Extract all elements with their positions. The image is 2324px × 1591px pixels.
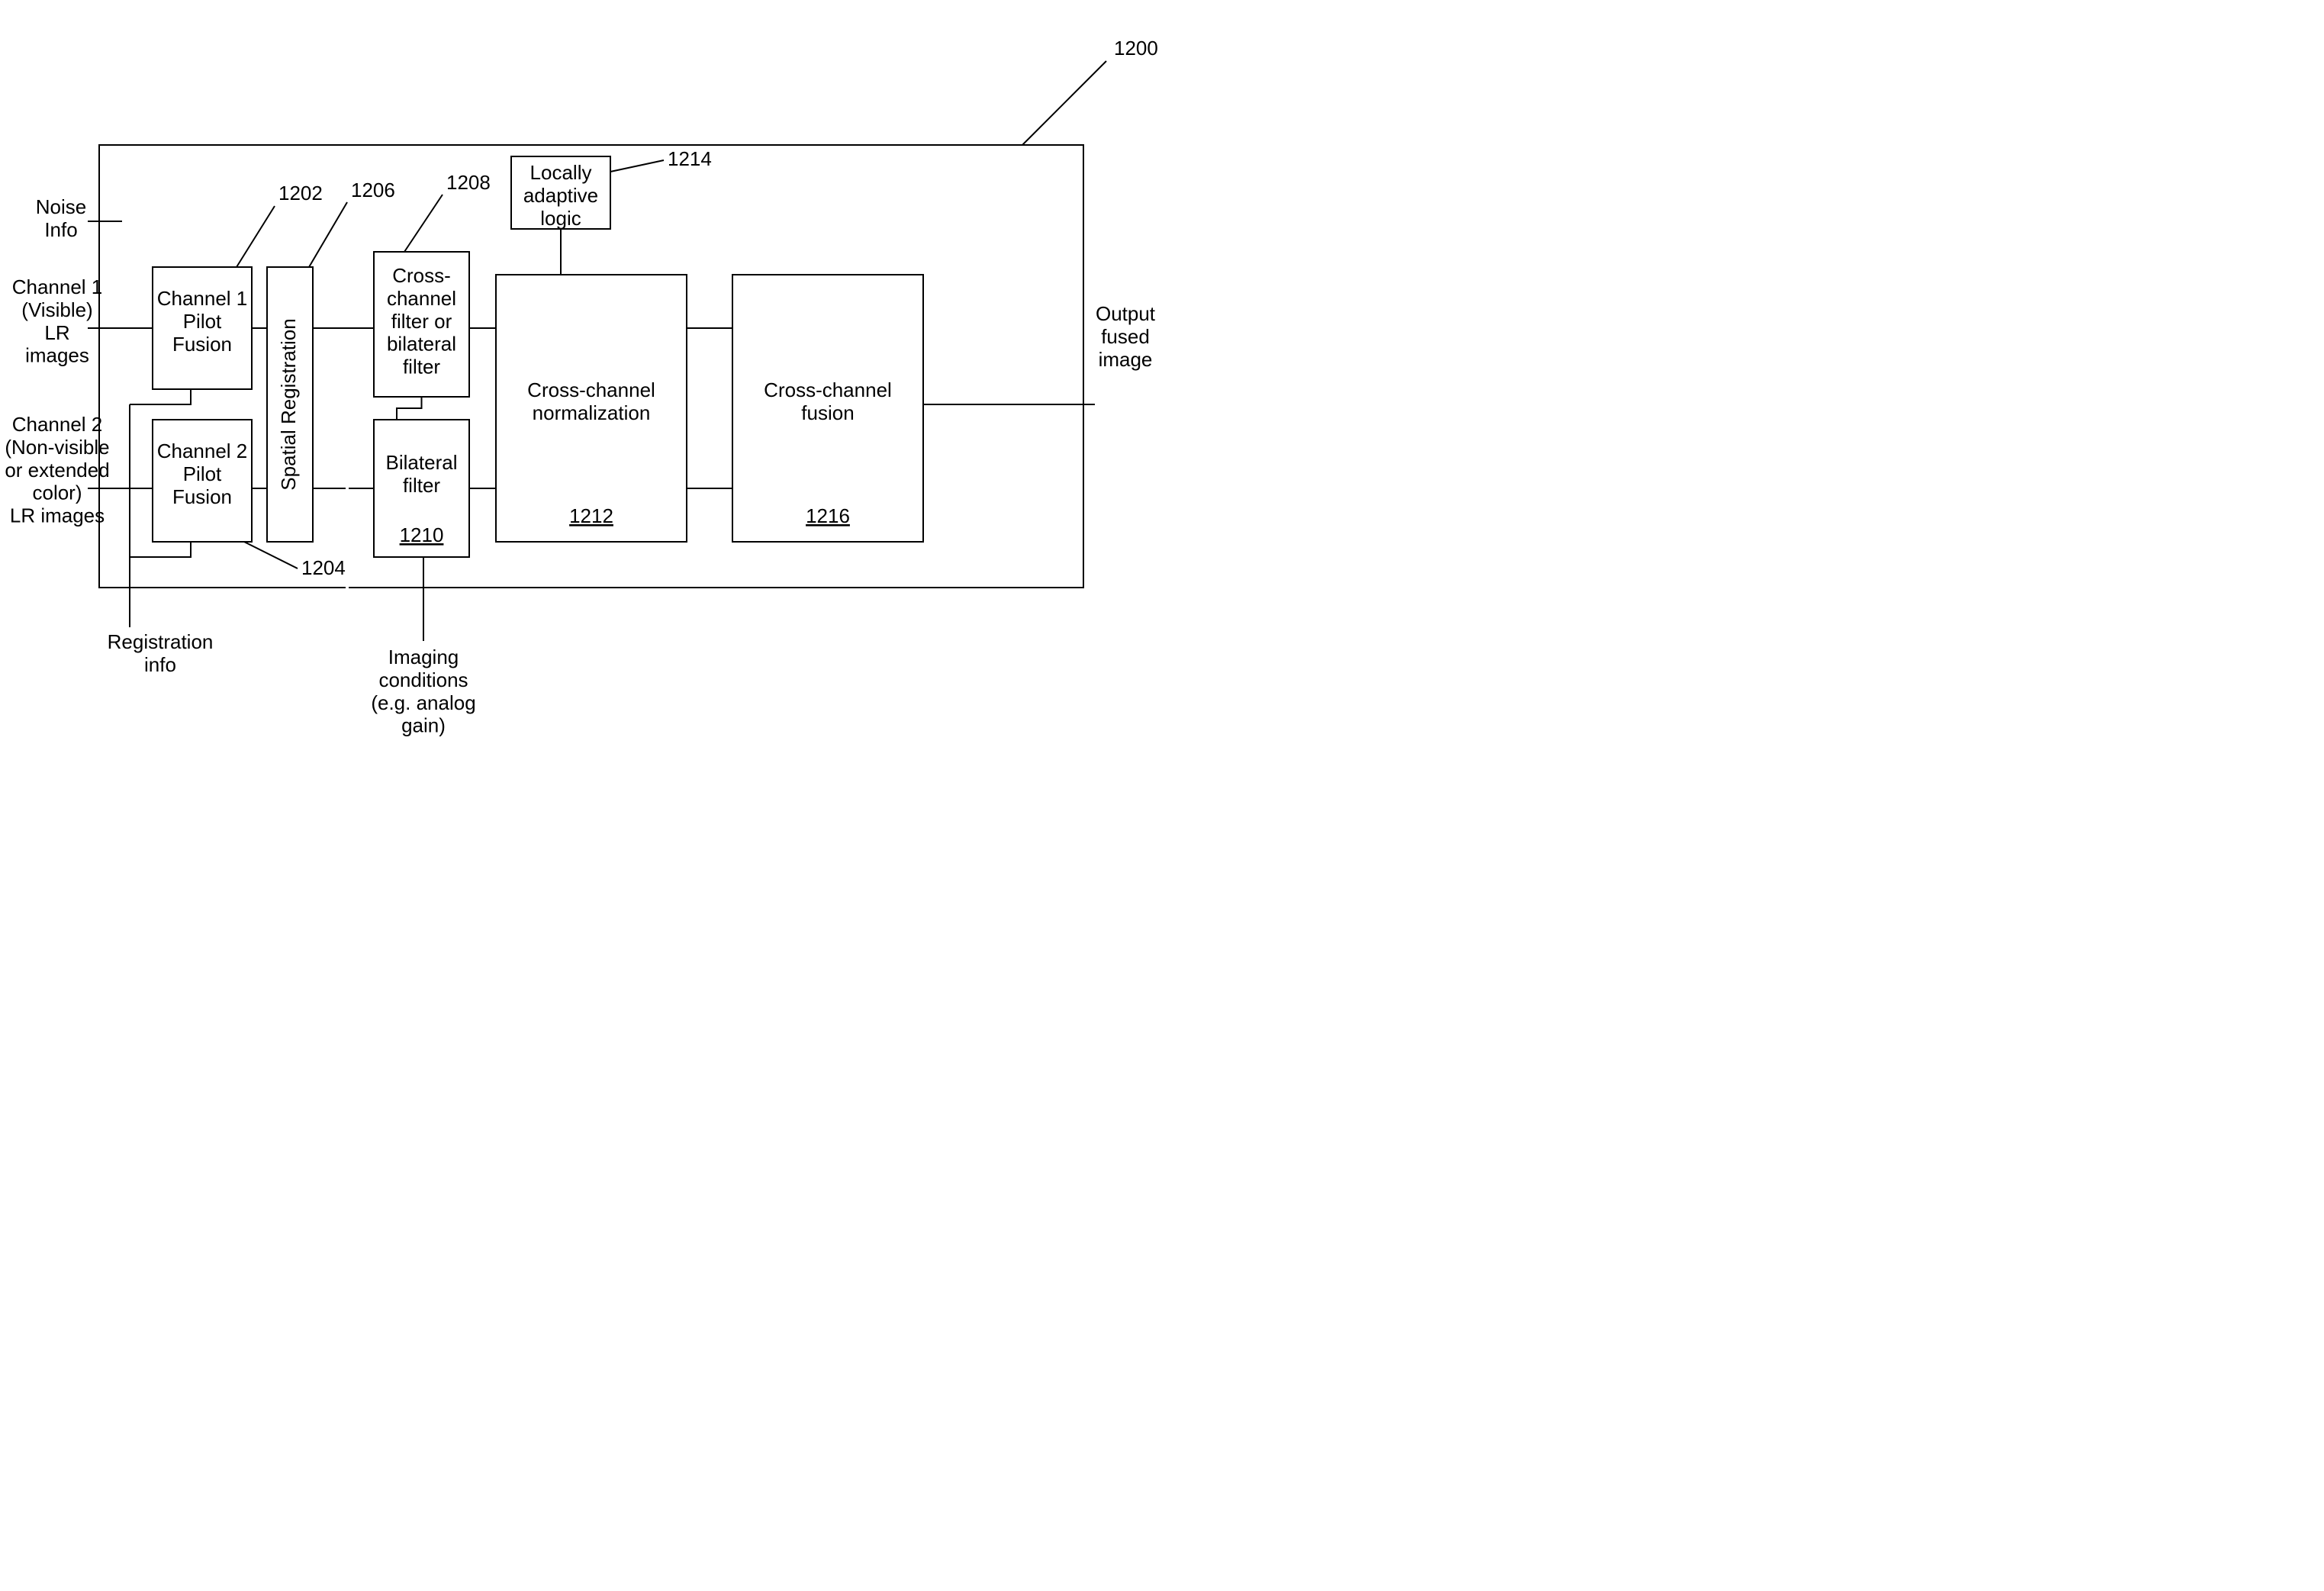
ref-1206: 1206 xyxy=(351,179,395,201)
input-ch1-label: (Visible) xyxy=(21,298,92,321)
ref-1200: 1200 xyxy=(1114,37,1158,60)
input-ch2-label: color) xyxy=(32,481,82,504)
leader-1200 xyxy=(1022,61,1106,145)
input-ch2-label: Channel 2 xyxy=(12,413,103,436)
ref-1214: 1214 xyxy=(668,147,712,170)
input-noise-label: Info xyxy=(44,218,77,241)
label-ccfusion: Cross-channel xyxy=(764,378,892,401)
ref-1208: 1208 xyxy=(446,171,491,194)
input-ch1-label: LR xyxy=(44,321,69,344)
label-pilot2: Fusion xyxy=(172,485,232,508)
label-ccfusion: fusion xyxy=(801,401,854,424)
label-ccfilter: channel xyxy=(387,287,456,310)
input-ch2-label: (Non-visible xyxy=(5,436,109,459)
label-pilot1: Channel 1 xyxy=(157,287,248,310)
output-label: fused xyxy=(1101,325,1150,348)
label-pilot2: Pilot xyxy=(183,462,222,485)
label-ccfilter: Cross- xyxy=(392,264,451,287)
label-ccfilter: bilateral xyxy=(387,333,456,356)
input-noise-label: Noise xyxy=(36,195,86,218)
label-pilot1: Fusion xyxy=(172,333,232,356)
label-ccfilter: filter or xyxy=(391,310,452,333)
label-locally: logic xyxy=(540,207,581,230)
ref-1210: 1210 xyxy=(400,523,444,546)
label-pilot2: Channel 2 xyxy=(157,440,248,462)
label-locally: Locally xyxy=(530,161,592,184)
ref-1216: 1216 xyxy=(806,504,850,527)
ref-1212: 1212 xyxy=(569,504,613,527)
input-reg-label: info xyxy=(144,653,176,676)
output-label: image xyxy=(1099,348,1153,371)
label-locally: adaptive xyxy=(523,184,598,207)
label-spatial: Spatial Registration xyxy=(277,318,300,490)
label-ccnorm: Cross-channel xyxy=(527,378,655,401)
ref-1202: 1202 xyxy=(278,182,323,205)
input-ch1-label: images xyxy=(25,344,89,367)
label-pilot1: Pilot xyxy=(183,310,222,333)
input-ch2-label: or extended xyxy=(5,459,109,481)
input-imaging-label: gain) xyxy=(401,714,446,737)
input-imaging-label: conditions xyxy=(378,668,468,691)
ref-1204: 1204 xyxy=(301,556,346,579)
input-imaging-label: (e.g. analog xyxy=(371,691,475,714)
label-ccnorm: normalization xyxy=(533,401,651,424)
input-ch2-label: LR images xyxy=(10,504,105,527)
input-reg-label: Registration xyxy=(108,630,214,653)
input-imaging-label: Imaging xyxy=(388,646,459,668)
label-bilateral: Bilateral xyxy=(386,451,458,474)
label-ccfilter: filter xyxy=(403,356,440,378)
label-bilateral: filter xyxy=(403,474,440,497)
output-label: Output xyxy=(1096,302,1156,325)
input-ch1-label: Channel 1 xyxy=(12,275,103,298)
